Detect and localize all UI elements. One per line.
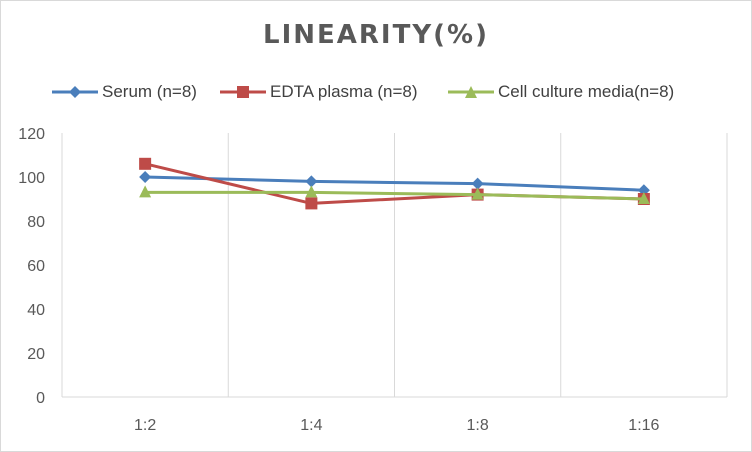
legend-marker-serum xyxy=(52,86,98,98)
legend-label-serum: Serum (n=8) xyxy=(102,82,197,101)
x-tick-label: 1:2 xyxy=(134,417,156,434)
data-point-edta-plasma xyxy=(139,157,152,170)
y-tick-label: 0 xyxy=(36,390,45,407)
y-tick-label: 80 xyxy=(27,214,45,231)
data-point-edta-plasma xyxy=(305,197,318,210)
data-point-cell-culture-media xyxy=(637,192,650,204)
y-tick-label: 60 xyxy=(27,258,45,275)
data-point-serum xyxy=(471,177,484,190)
chart-title: LINEARITY(%) xyxy=(263,20,489,50)
legend-marker-cell-culture-media xyxy=(448,86,494,98)
series-line-2 xyxy=(145,190,644,201)
x-tick-label: 1:16 xyxy=(628,417,659,434)
x-tick-label: 1:4 xyxy=(300,417,322,434)
x-tick-label: 1:8 xyxy=(467,417,489,434)
legend: Serum (n=8) EDTA plasma (n=8) Cell cultu… xyxy=(0,80,752,104)
y-tick-label: 100 xyxy=(18,170,45,187)
data-point-serum xyxy=(139,171,152,183)
data-point-cell-culture-media xyxy=(139,185,152,198)
data-point-serum xyxy=(305,175,318,188)
data-point-cell-culture-media xyxy=(471,187,484,200)
y-tick-label: 20 xyxy=(27,346,45,363)
data-point-cell-culture-media xyxy=(305,185,318,198)
legend-marker-edta-plasma xyxy=(220,86,266,98)
y-tick-label: 40 xyxy=(27,302,45,319)
legend-label-edta-plasma: EDTA plasma (n=8) xyxy=(270,82,418,101)
y-tick-label: 120 xyxy=(18,126,45,143)
legend-label-cell-culture-media: Cell culture media(n=8) xyxy=(498,82,675,101)
series-line-0 xyxy=(145,175,644,192)
